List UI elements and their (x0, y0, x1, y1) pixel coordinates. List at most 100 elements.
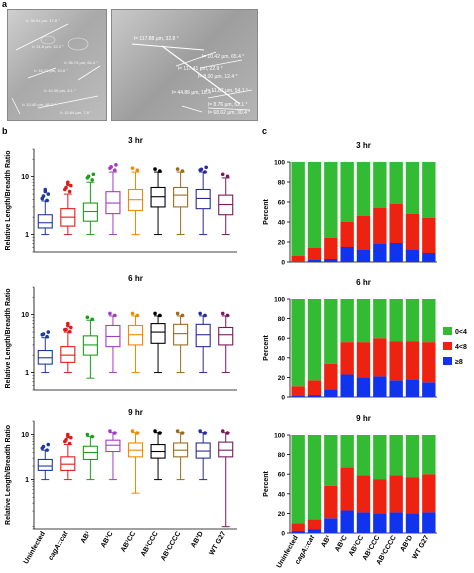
box-outlier-1-8-0 (220, 311, 225, 316)
bar-yticklabel-2-3: 60 (278, 472, 286, 479)
bar-seg-0-2-2 (324, 162, 338, 238)
box-outlier-1-6-0 (175, 311, 180, 316)
bar-seg-1-2-1 (324, 363, 338, 390)
box-outlier-b-1-7-0 (203, 313, 207, 318)
box-outlier-0-7-1 (204, 165, 208, 170)
bar-seg-2-6-0 (389, 512, 403, 533)
bar-seg-1-2-0 (324, 389, 338, 397)
box-outlier-b-0-3-1 (109, 165, 113, 169)
bar-yticklabel-2-2: 40 (278, 491, 286, 498)
box-outlier-b-0-1-1 (64, 185, 68, 190)
box-rect-0-7 (195, 188, 211, 210)
bar-seg-1-8-2 (422, 299, 436, 343)
bar-seg-0-5-1 (373, 208, 387, 244)
bar-seg-0-7-2 (405, 162, 420, 214)
box-outlier-b-0-3-0 (112, 168, 117, 172)
bar-seg-1-7-0 (405, 379, 420, 397)
bar-seg-2-5-0 (373, 513, 387, 533)
box-outlier-b-1-0-0 (45, 334, 49, 339)
box-outlier-2-6-0 (175, 429, 180, 433)
bar-seg-1-3-2 (340, 299, 354, 343)
box-outlier-2-4-0 (130, 429, 135, 433)
micro-left-label-0: l= 30.91 µm, 17.8 ° (26, 18, 60, 23)
bar-seg-2-8-2 (422, 435, 436, 475)
bar-seg-2-7-1 (405, 477, 420, 514)
box-xlabel-4: AB¹CC (120, 531, 137, 554)
bar-yticklabel-2-4: 80 (278, 452, 286, 459)
box-outlier-0-4-0 (130, 166, 135, 170)
bar-seg-0-2-1 (324, 238, 338, 259)
box-outlier-1-7-0 (198, 311, 202, 316)
bar-xlabel-4: AB¹CC (348, 535, 365, 558)
bar-seg-0-6-0 (389, 243, 403, 262)
bar-seg-0-5-2 (373, 162, 387, 208)
box-outlier-b-0-0-0 (45, 198, 49, 203)
box-xlabel-5: AB¹CCC (140, 531, 160, 558)
box-outlier-0-0-1 (46, 192, 51, 196)
box-outlier-2-1-1 (69, 435, 73, 440)
box-ylabel-1: Relative Length/Breadth Ratio (5, 289, 12, 389)
box-rect-1-5 (150, 323, 166, 344)
box-rect-1-6 (173, 323, 189, 346)
box-xlabel-8: WT G27 (208, 530, 227, 556)
box-xlabel-3: AB¹C (100, 531, 115, 550)
legend-swatch-1 (443, 342, 452, 350)
box-outlier-b-2-1-0 (67, 441, 72, 446)
bar-ylabel-1: Percent (263, 334, 270, 360)
box-xlabel-7: AB¹D (190, 531, 205, 550)
bar-seg-2-6-1 (389, 475, 403, 513)
box-outlier-b-0-8-0 (225, 174, 230, 179)
bar-yticklabel-2-0: 0 (281, 531, 285, 538)
bar-seg-0-1-2 (307, 162, 322, 248)
bar-seg-1-4-0 (356, 377, 371, 397)
bar-seg-1-3-0 (340, 374, 354, 397)
box-outlier-b-0-7-1 (199, 167, 204, 172)
box-yticklabel-2-0: 1 (25, 477, 29, 484)
box-outlier-b-0-7-0 (203, 170, 207, 174)
micro-left-label-6: l= 10.64 µm, 7.8 ° (60, 110, 92, 115)
box-outlier-b-0-0-1 (41, 194, 46, 198)
box-outlier-b-0-4-0 (135, 168, 140, 172)
box-rect-2-0 (37, 458, 53, 471)
box-outlier-1-5-0 (153, 311, 157, 316)
bar-xlabel-3: AB¹C (334, 535, 349, 554)
bar-seg-0-4-2 (356, 162, 371, 216)
bar-yticklabel-1-4: 80 (278, 316, 286, 323)
box-outlier-b-1-5-0 (158, 313, 162, 318)
bar-seg-0-7-1 (405, 214, 420, 250)
bar-seg-1-0-1 (291, 386, 305, 397)
panel-label-c: c (262, 126, 268, 136)
box-outlier-b-1-1-2 (66, 323, 70, 328)
bar-seg-0-4-1 (356, 216, 371, 250)
bar-xlabel-2: AB¹ (320, 534, 333, 549)
bar-ylabel-2: Percent (263, 470, 270, 496)
bar-yticklabel-1-0: 0 (281, 395, 285, 402)
bar-seg-0-6-1 (389, 204, 403, 243)
box-outlier-2-5-0 (153, 429, 157, 433)
legend-label-0: 0<4 (455, 329, 467, 336)
box-xlabel-6: AB¹CCCC (160, 531, 182, 563)
bar-seg-2-4-1 (356, 475, 371, 513)
bar-seg-0-0-1 (291, 256, 305, 262)
bar-seg-2-2-2 (324, 435, 338, 486)
legend-swatch-2 (443, 357, 452, 365)
bar-seg-2-1-1 (307, 519, 322, 530)
bar-seg-1-5-1 (373, 338, 387, 377)
bar-seg-2-2-1 (324, 485, 338, 519)
bar-seg-1-2-2 (324, 299, 338, 364)
box-outlier-1-1-1 (69, 325, 73, 330)
box-outlier-b-1-2-0 (90, 317, 94, 322)
box-yticklabel-1-0: 1 (25, 370, 29, 377)
micro-left-label-3: l= 36.74 µm, 64.4 ° (64, 60, 98, 65)
bar-seg-2-2-0 (324, 518, 338, 533)
micro-left-label-1: l= 21.8 µm, 12.3 ° (32, 44, 64, 49)
box-rect-1-1 (60, 346, 76, 363)
bar-seg-1-1-0 (307, 395, 322, 397)
bar-seg-2-1-0 (307, 529, 322, 533)
box-outlier-2-8-0 (220, 429, 225, 433)
legend-label-2: ≥8 (455, 359, 463, 366)
bar-yticklabel-1-2: 40 (278, 355, 286, 362)
box-outlier-b-2-7-0 (203, 431, 207, 435)
box-rect-1-8 (218, 326, 234, 346)
